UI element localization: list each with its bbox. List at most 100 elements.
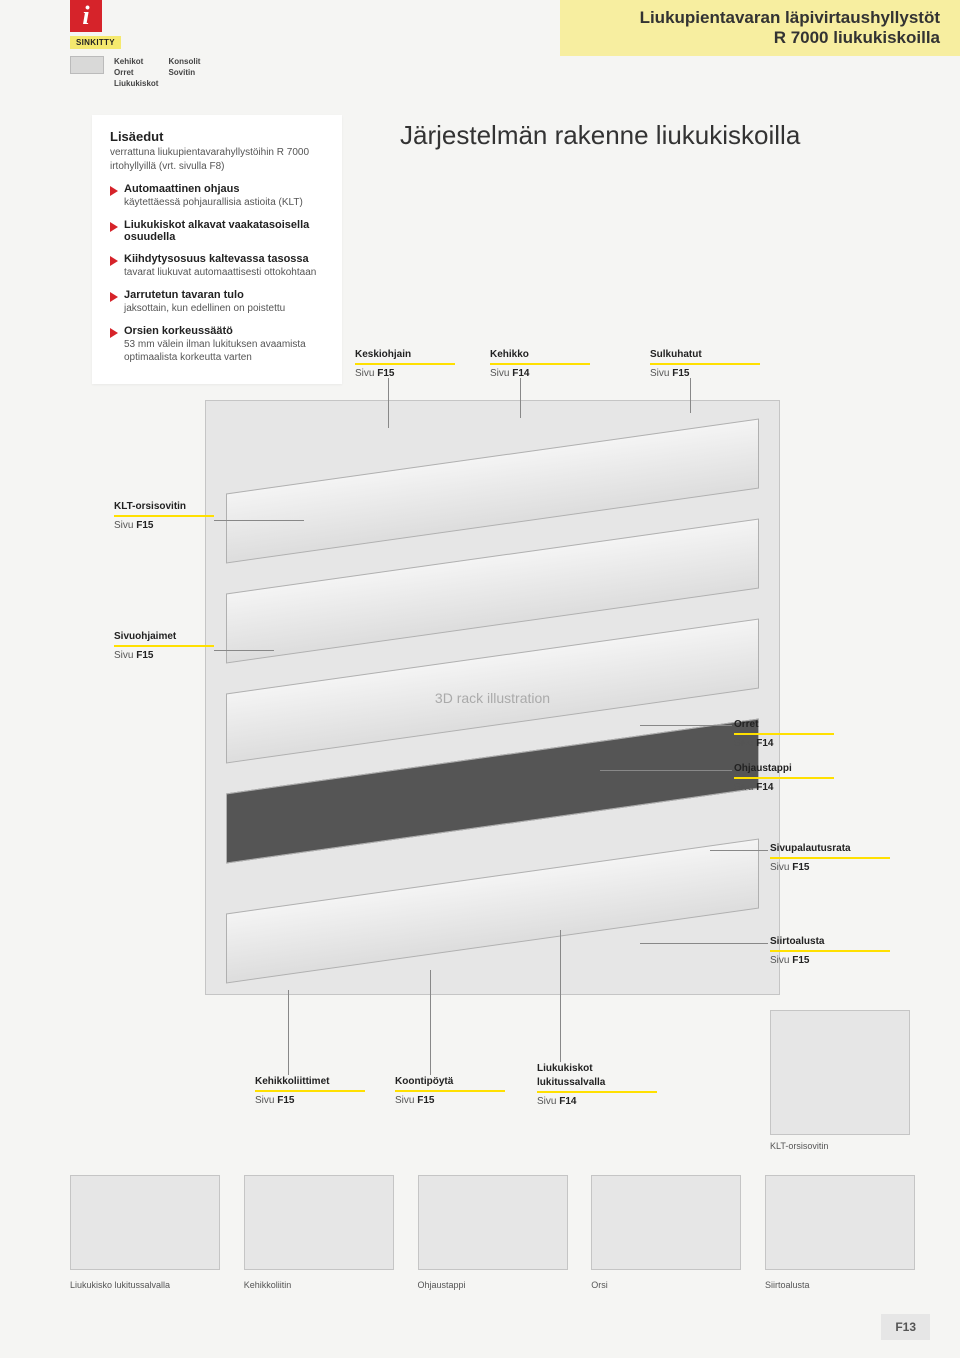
legend-item: Konsolit [168,56,200,67]
callout-name: Siirtoalusta [770,935,890,949]
callout-kehikko: Kehikko Sivu F14 [490,348,590,381]
item-bold: Automaattinen ohjaus [124,183,324,195]
page-ref: F14 [756,738,773,749]
page-ref: F15 [136,520,153,531]
page-ref: F15 [672,368,689,379]
page-prefix: Sivu [355,368,374,379]
callout-page: Sivu F14 [490,367,590,381]
page-ref: F15 [792,862,809,873]
callout-page: Sivu F15 [395,1094,505,1108]
callout-page: Sivu F15 [770,954,890,968]
callout-underline [770,950,890,952]
sinkitty-label: SINKITTY [70,36,121,49]
thumb-item: Siirtoalusta [765,1175,915,1290]
thumb-item: Liukukisko lukitussalvalla [70,1175,220,1290]
callout-underline [355,363,455,365]
leader-line [600,770,732,771]
callout-sivuohjaimet: Sivuohjaimet Sivu F15 [114,630,214,663]
callout-underline [770,857,890,859]
page-prefix: Sivu [770,955,789,966]
page-prefix: Sivu [734,738,753,749]
callout-kehikkoliit: Kehikkoliittimet Sivu F15 [255,1075,365,1108]
page-ref: F15 [136,650,153,661]
callout-name: Sivupalautusrata [770,842,890,856]
callout-siirtoalusta: Siirtoalusta Sivu F15 [770,935,890,968]
thumb-image [591,1175,741,1270]
legend-thumb [70,56,104,74]
callout-underline [650,363,760,365]
item-desc: tavarat liukuvat automaattisesti ottokoh… [124,266,324,279]
sidebar-item: Jarrutetun tavaran tulo jaksottain, kun … [110,289,324,315]
leader-line [288,990,289,1075]
page-prefix: Sivu [650,368,669,379]
thumb-caption: Orsi [591,1280,741,1290]
legend-item: Sovitin [168,67,200,78]
sidebar-sub: verrattuna liukupientavarahyllystöihin R… [110,146,324,173]
leader-line [214,520,304,521]
thumb-item: Ohjaustappi [418,1175,568,1290]
leader-line [690,378,691,413]
page-prefix: Sivu [490,368,509,379]
thumb-caption: Kehikkoliitin [244,1280,394,1290]
info-icon: i [70,0,102,32]
thumb-image [418,1175,568,1270]
callout-page: Sivu F15 [650,367,760,381]
sidebar-item: Automaattinen ohjaus käytettäessä pohjau… [110,183,324,209]
callout-sivupalautus: Sivupalautusrata Sivu F15 [770,842,890,875]
sidebar-item: Liukukiskot alkavat vaakatasoisella osuu… [110,219,324,243]
callout-page: Sivu F15 [255,1094,365,1108]
callout-page: Sivu F15 [114,519,214,533]
info-block: i SINKITTY Kehikot Orret Liukukiskot Kon… [70,0,200,90]
klt-detail-image [770,1010,910,1135]
callout-name: KLT-orsisovitin [770,1140,890,1153]
page-header: Liukupientavaran läpivirtaushyllystöt R … [560,0,960,56]
callout-name: Ohjaustappi [734,762,834,776]
page-prefix: Sivu [395,1095,414,1106]
callout-name: Keskiohjain [355,348,455,362]
item-bold: Jarrutetun tavaran tulo [124,289,324,301]
callout-page: Sivu F15 [355,367,455,381]
item-desc: käytettäessä pohjaurallisia astioita (KL… [124,196,324,209]
callout-underline [395,1090,505,1092]
thumb-caption: Ohjaustappi [418,1280,568,1290]
rack-illustration [205,400,780,995]
callout-underline [734,733,834,735]
thumb-image [765,1175,915,1270]
item-desc: 53 mm välein ilman lukituksen avaamista … [124,338,324,364]
page-prefix: Sivu [734,782,753,793]
callout-underline [114,515,214,517]
sidebar-info: Lisäedut verrattuna liukupientavarahylly… [92,115,342,384]
mini-legend: Kehikot Orret Liukukiskot Konsolit Sovit… [70,56,200,90]
page-prefix: Sivu [770,862,789,873]
thumb-item: Kehikkoliitin [244,1175,394,1290]
callout-koontipoy: Koontipöytä Sivu F15 [395,1075,505,1108]
leader-line [640,943,768,944]
callout-name: Sulkuhatut [650,348,760,362]
sidebar-item: Kiihdytysosuus kaltevassa tasossa tavara… [110,253,324,279]
callout-page: Sivu F15 [114,649,214,663]
thumb-item: Orsi [591,1175,741,1290]
page-ref: F14 [559,1096,576,1107]
callout-ohjaustappi: Ohjaustappi Sivu F14 [734,762,834,795]
sidebar-item: Orsien korkeussäätö 53 mm välein ilman l… [110,325,324,364]
page-ref: F15 [417,1095,434,1106]
callout-underline [490,363,590,365]
thumbnail-row: Liukukisko lukitussalvalla Kehikkoliitin… [70,1175,915,1290]
page-ref: F15 [277,1095,294,1106]
callout-klt-caption: KLT-orsisovitin [770,1140,890,1153]
callout-orret: Orret Sivu F14 [734,718,834,751]
thumb-image [70,1175,220,1270]
callout-name: Kehikkoliittimet [255,1075,365,1089]
callout-name: Kehikko [490,348,590,362]
callout-name: Liukukiskot lukitussalvalla [537,1062,657,1090]
page-ref: F15 [377,368,394,379]
callout-underline [114,645,214,647]
callout-underline [734,777,834,779]
leader-line [388,378,389,428]
item-bold: Orsien korkeussäätö [124,325,324,337]
legend-col-left: Kehikot Orret Liukukiskot [114,56,158,90]
legend-item: Liukukiskot [114,78,158,89]
leader-line [710,850,768,851]
thumb-image [244,1175,394,1270]
page-prefix: Sivu [114,650,133,661]
